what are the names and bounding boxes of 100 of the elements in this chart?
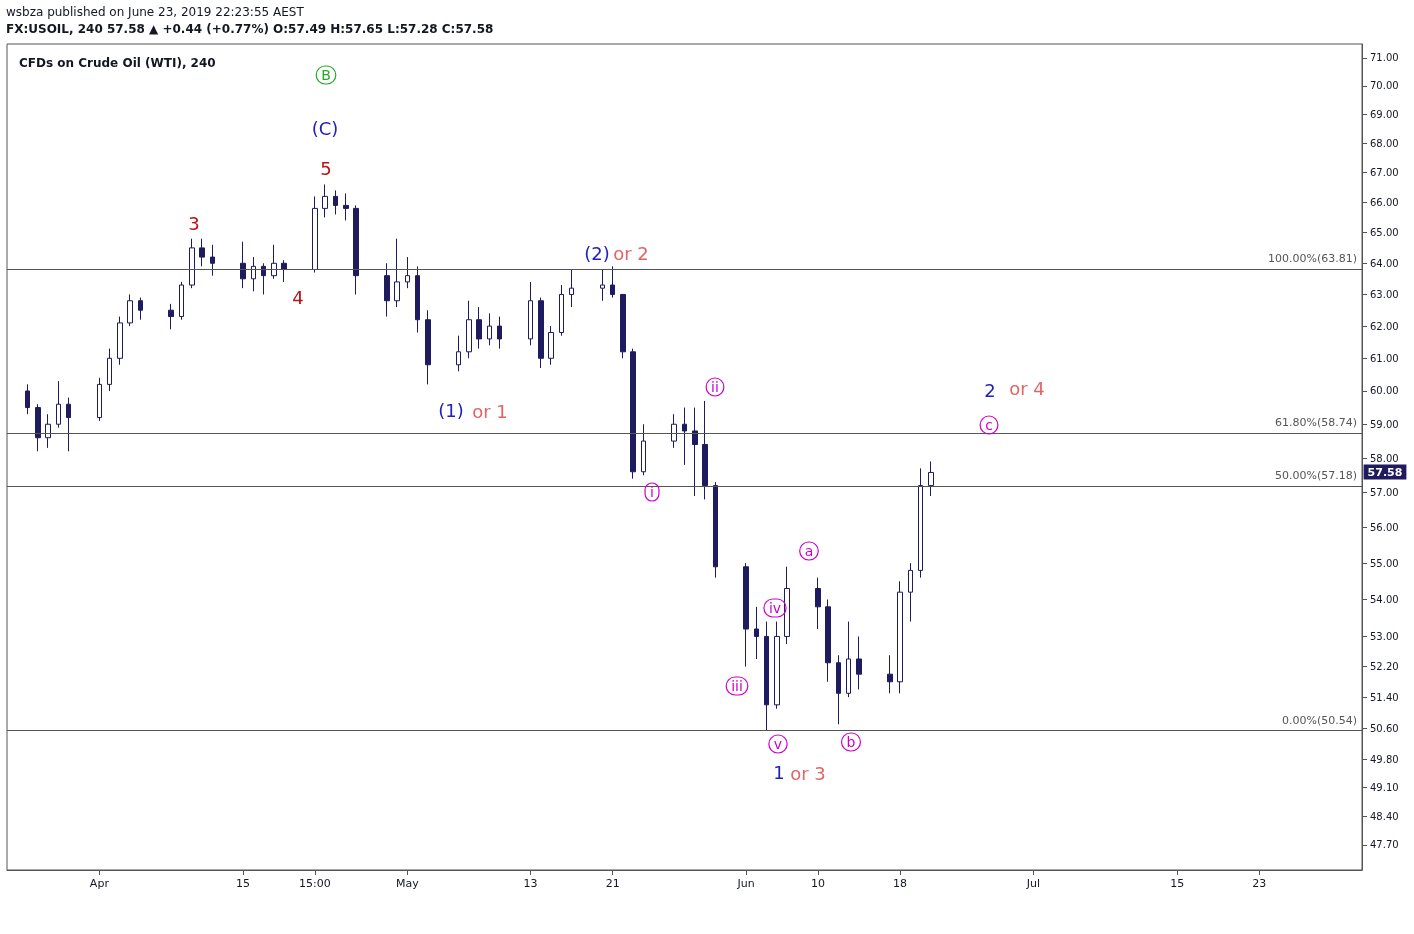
candlestick bbox=[497, 316, 502, 350]
candlestick bbox=[333, 189, 338, 215]
x-tick-label: 15 bbox=[236, 877, 251, 890]
y-tick-label: 52.20 bbox=[1370, 661, 1399, 673]
y-tick-label: 70.00 bbox=[1370, 80, 1399, 92]
y-tick-label: 50.60 bbox=[1370, 722, 1399, 734]
candlestick bbox=[713, 481, 718, 579]
candlestick bbox=[897, 580, 903, 694]
ref-line-label: 61.80%(58.74) bbox=[1274, 415, 1357, 429]
candlestick bbox=[251, 256, 256, 292]
candlestick bbox=[210, 244, 215, 277]
candlestick bbox=[825, 598, 831, 683]
annotation: or 1 bbox=[472, 400, 508, 422]
candlestick bbox=[179, 281, 184, 321]
annotation: v bbox=[773, 736, 783, 752]
chart-subtitle: FX:USOIL, 240 57.58 ▲ +0.44 (+0.77%) O:57.49 H:57.65 L:57.28 C:57.58 bbox=[6, 21, 494, 38]
annotation: or 4 bbox=[1009, 377, 1045, 399]
annotation: 1 bbox=[773, 761, 785, 783]
annotation: or 3 bbox=[790, 762, 826, 784]
annotation: b bbox=[846, 734, 856, 750]
x-tick-label: 23 bbox=[1252, 877, 1267, 890]
candlestick bbox=[836, 654, 841, 725]
candlestick bbox=[56, 380, 61, 429]
y-tick-label: 63.00 bbox=[1370, 288, 1399, 300]
candlestick bbox=[887, 654, 893, 694]
ref-line-label: 100.00%(63.81) bbox=[1267, 252, 1357, 266]
candlestick bbox=[138, 297, 143, 321]
x-tick-label: 21 bbox=[605, 877, 620, 890]
text: 57.58 bbox=[1367, 465, 1403, 479]
annotation: i bbox=[650, 484, 654, 500]
candlestick bbox=[466, 300, 472, 359]
candlestick bbox=[569, 268, 574, 308]
candlestick bbox=[682, 407, 687, 466]
candlestick bbox=[918, 467, 923, 579]
candlestick bbox=[815, 577, 821, 630]
annotation: 3 bbox=[188, 212, 200, 234]
y-tick-label: 71.00 bbox=[1370, 52, 1399, 64]
candlestick bbox=[353, 204, 359, 295]
annotation: 5 bbox=[320, 157, 332, 179]
candlestick bbox=[405, 256, 410, 289]
annotation: 4 bbox=[292, 286, 304, 308]
x-tick-label: 15 bbox=[1170, 877, 1185, 890]
candlestick bbox=[538, 297, 544, 369]
candlestick bbox=[846, 621, 851, 698]
x-tick-label: Jul bbox=[1025, 877, 1041, 890]
candlestick bbox=[127, 293, 133, 327]
candlestick bbox=[610, 265, 615, 299]
text: CFDs on Crude Oil (WTI), 240 bbox=[19, 56, 216, 70]
candlestick bbox=[117, 316, 123, 366]
y-tick-label: 65.00 bbox=[1370, 227, 1399, 239]
y-tick-label: 54.00 bbox=[1370, 593, 1399, 605]
text: wsbza published on June 23, 2019 22:23:55 AEST bbox=[6, 4, 305, 21]
y-tick-label: 55.00 bbox=[1370, 557, 1399, 569]
annotation: (C) bbox=[311, 117, 339, 139]
candlestick bbox=[856, 635, 862, 690]
candlestick bbox=[312, 195, 318, 274]
candlestick bbox=[743, 562, 749, 668]
candlestick bbox=[548, 325, 554, 366]
y-tick-label: 66.00 bbox=[1370, 196, 1399, 208]
y-tick-label: 49.10 bbox=[1370, 782, 1399, 794]
candlestick bbox=[476, 306, 482, 350]
annotation: or 2 bbox=[613, 242, 649, 264]
y-tick-label: 53.00 bbox=[1370, 630, 1399, 642]
candlestick bbox=[600, 268, 605, 302]
candlestick bbox=[784, 566, 790, 645]
y-tick-label: 68.00 bbox=[1370, 137, 1399, 149]
x-tick-label: May bbox=[395, 877, 420, 890]
candlestick bbox=[168, 303, 174, 330]
candlestick bbox=[908, 562, 913, 623]
y-tick-label: 61.00 bbox=[1370, 352, 1399, 364]
candlestick bbox=[66, 397, 71, 452]
annotation: ii bbox=[711, 379, 719, 395]
candlestick bbox=[754, 606, 759, 660]
annotation: c bbox=[985, 417, 993, 433]
candlestick bbox=[271, 244, 277, 280]
candlestick bbox=[641, 423, 646, 476]
candlestick bbox=[107, 348, 112, 392]
y-tick-label: 49.80 bbox=[1370, 754, 1399, 766]
y-tick-label: 64.00 bbox=[1370, 257, 1399, 269]
y-tick-label: 57.00 bbox=[1370, 486, 1399, 498]
annotation: 2 bbox=[984, 379, 996, 401]
ref-line-label: 0.00%(50.54) bbox=[1281, 713, 1357, 727]
candlestick bbox=[394, 238, 400, 308]
x-tick-label: 10 bbox=[810, 877, 825, 890]
candlestick bbox=[25, 383, 30, 415]
y-tick-label: 62.00 bbox=[1370, 320, 1399, 332]
annotation: (1) bbox=[438, 399, 464, 421]
candlestick bbox=[240, 241, 246, 289]
y-tick-label: 58.00 bbox=[1370, 452, 1399, 464]
candlestick bbox=[630, 348, 636, 480]
candlestick bbox=[281, 259, 287, 283]
annotation: iii bbox=[731, 678, 743, 694]
candlestick bbox=[774, 621, 780, 710]
y-tick-label: 56.00 bbox=[1370, 522, 1399, 534]
annotation: iv bbox=[768, 600, 782, 616]
ref-line-label: 50.00%(57.18) bbox=[1274, 469, 1357, 483]
candlestick bbox=[199, 238, 205, 267]
y-tick-label: 51.40 bbox=[1370, 691, 1399, 703]
candlestick bbox=[692, 407, 698, 497]
candlestick bbox=[322, 183, 328, 218]
